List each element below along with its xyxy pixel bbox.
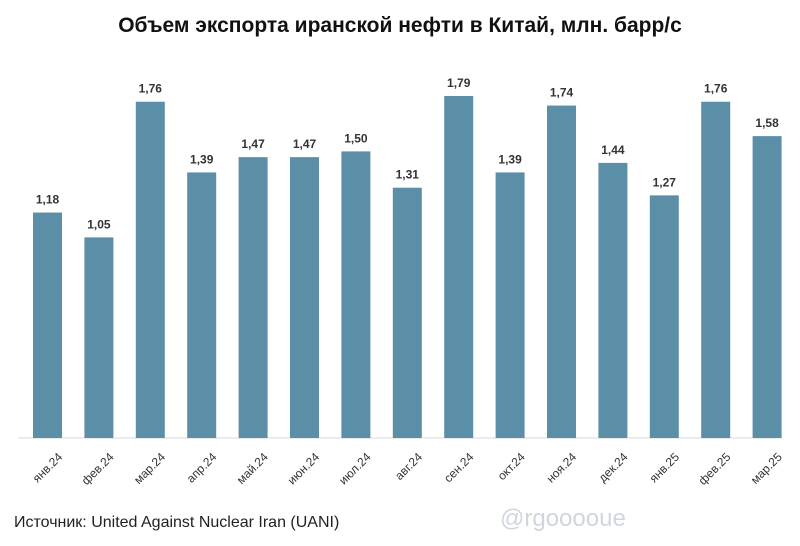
bar-chart: 1,18 янв.24 1,05 фев.24 1,76 мар.24 1,39 апр.24… [18, 76, 785, 488]
bar-фев.25 [701, 101, 731, 438]
bar-фев.24 [84, 237, 114, 438]
data-label: 1,05 [87, 217, 111, 231]
data-label: 1,39 [498, 152, 522, 166]
x-tick-label: фев.25 [696, 450, 734, 488]
data-label: 1,76 [139, 82, 163, 96]
source-note: Источник: United Against Nuclear Iran (U… [14, 514, 340, 531]
data-label: 1,76 [704, 82, 728, 96]
data-label: 1,79 [447, 76, 471, 90]
x-tick-label: май.24 [234, 450, 271, 487]
x-tick-label: апр.24 [184, 450, 220, 486]
x-tick-label: ноя.24 [544, 450, 580, 486]
bar-июн.24 [290, 157, 319, 439]
data-label: 1,44 [601, 143, 625, 157]
x-tick-label: июл.24 [336, 450, 374, 488]
bar-апр.24 [187, 172, 217, 439]
x-tick-label: авг.24 [392, 450, 425, 483]
bar-авг.24 [392, 187, 422, 438]
x-tick-label: сен.24 [441, 450, 477, 486]
data-label: 1,47 [293, 137, 317, 151]
x-tick-label: янв.25 [647, 450, 683, 486]
bar-янв.25 [649, 195, 679, 438]
data-label: 1,27 [653, 175, 677, 189]
bar-май.24 [238, 157, 268, 439]
data-label: 1,74 [550, 86, 574, 100]
x-tick-label: мар.25 [748, 450, 785, 487]
bar-окт.24 [495, 172, 525, 439]
bar-янв.24 [33, 212, 62, 438]
data-label: 1,39 [190, 152, 214, 166]
bar-ноя.24 [547, 105, 576, 438]
chart-title: Объем экспорта иранской нефти в Китай, м… [118, 14, 682, 37]
x-tick-label: дек.24 [596, 450, 631, 485]
watermark: @rgooooue [500, 505, 626, 532]
data-label: 1,50 [344, 131, 368, 145]
x-tick-label: июн.24 [285, 450, 323, 488]
x-tick-label: фев.24 [79, 450, 117, 488]
x-tick-label: янв.24 [30, 450, 66, 486]
bar-мар.24 [135, 101, 165, 438]
x-tick-label: мар.24 [131, 450, 168, 487]
x-tick-label: окт.24 [495, 450, 528, 483]
bar-мар.25 [752, 136, 782, 438]
data-label: 1,18 [36, 193, 60, 207]
bar-сен.24 [444, 96, 474, 438]
data-label: 1,31 [396, 168, 420, 182]
bar-июл.24 [341, 151, 371, 438]
data-label: 1,47 [241, 137, 265, 151]
bar-дек.24 [598, 162, 628, 438]
data-label: 1,58 [755, 116, 779, 130]
